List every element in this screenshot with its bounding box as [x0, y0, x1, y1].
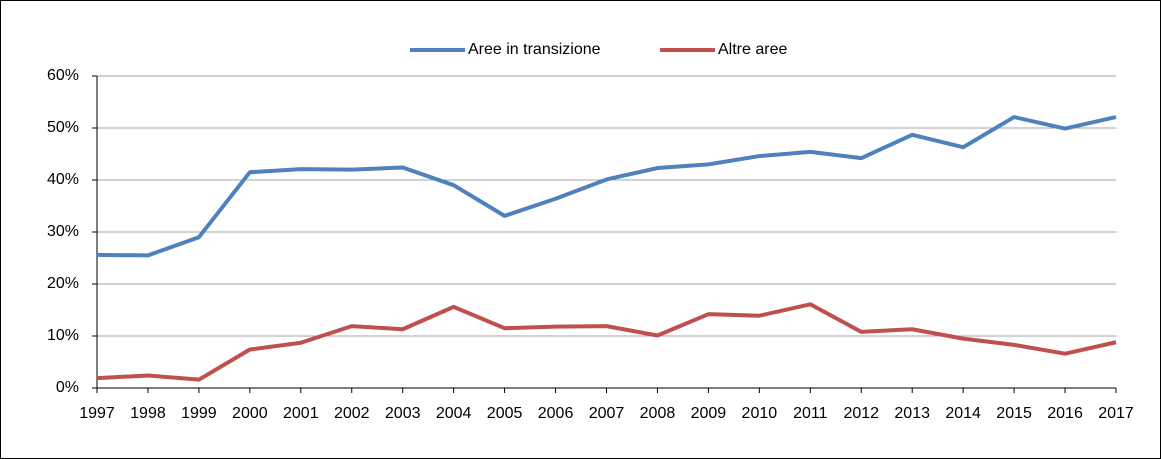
x-tick-label: 2003 — [385, 405, 421, 422]
y-tick-label: 50% — [47, 119, 79, 136]
x-tick-label: 2017 — [1098, 405, 1134, 422]
x-tick-label: 2015 — [996, 405, 1032, 422]
legend-label: Altre aree — [718, 41, 787, 58]
x-tick-label: 2016 — [1047, 405, 1083, 422]
line-series — [96, 115, 1117, 258]
x-tick-label: 2008 — [640, 405, 676, 422]
line-series — [96, 302, 1117, 382]
x-tick-label: 2004 — [436, 405, 472, 422]
x-tick-label: 2010 — [742, 405, 778, 422]
x-tick-label: 1997 — [79, 405, 115, 422]
x-tick-label: 1999 — [181, 405, 217, 422]
x-tick-label: 2005 — [487, 405, 523, 422]
x-tick-label: 2002 — [334, 405, 370, 422]
x-tick-label: 2001 — [283, 405, 319, 422]
x-tick-label: 2009 — [691, 405, 727, 422]
y-tick-label: 0% — [56, 379, 79, 396]
y-tick-label: 10% — [47, 327, 79, 344]
x-tick-label: 2011 — [793, 405, 828, 422]
x-tick-label: 2007 — [589, 405, 625, 422]
x-tick-label: 2000 — [232, 405, 268, 422]
y-tick-label: 60% — [47, 67, 79, 84]
y-tick-label: 20% — [47, 275, 79, 292]
x-tick-label: 1998 — [130, 405, 166, 422]
y-tick-label: 40% — [47, 171, 79, 188]
y-tick-label: 30% — [47, 223, 79, 240]
x-tick-label: 2006 — [538, 405, 574, 422]
x-tick-label: 2012 — [843, 405, 879, 422]
x-tick-label: 2013 — [894, 405, 930, 422]
x-tick-label: 2014 — [945, 405, 981, 422]
legend-label: Aree in transizione — [468, 41, 601, 58]
